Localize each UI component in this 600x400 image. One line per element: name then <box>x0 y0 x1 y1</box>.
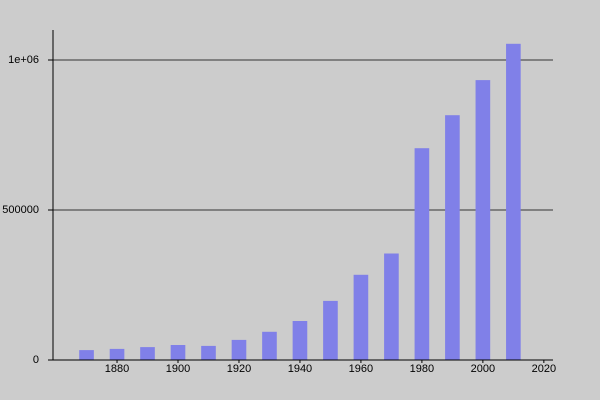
bar <box>262 331 277 360</box>
bar <box>323 300 338 360</box>
bar <box>79 350 94 360</box>
bar <box>231 339 247 360</box>
y-tick-label: 500000 <box>2 204 39 216</box>
bar <box>384 253 399 360</box>
x-tick-label: 1920 <box>227 363 251 375</box>
bar <box>475 80 491 360</box>
x-tick-label: 1940 <box>288 363 312 375</box>
x-tick-label: 1980 <box>410 363 434 375</box>
y-tick-label: 1e+06 <box>8 54 39 66</box>
x-tick-label: 1900 <box>166 363 190 375</box>
bar <box>506 43 521 361</box>
x-tick-label: 1880 <box>105 363 129 375</box>
bar <box>201 345 216 360</box>
bar <box>414 148 430 360</box>
x-tick-label: 2000 <box>471 363 495 375</box>
bar <box>292 321 308 360</box>
bar <box>170 345 186 360</box>
bar <box>353 274 369 360</box>
x-tick-label: 2020 <box>532 363 556 375</box>
bar <box>140 347 155 360</box>
bar <box>109 348 125 360</box>
y-tick-label: 0 <box>33 354 39 366</box>
bar <box>445 115 460 360</box>
x-tick-label: 1960 <box>349 363 373 375</box>
